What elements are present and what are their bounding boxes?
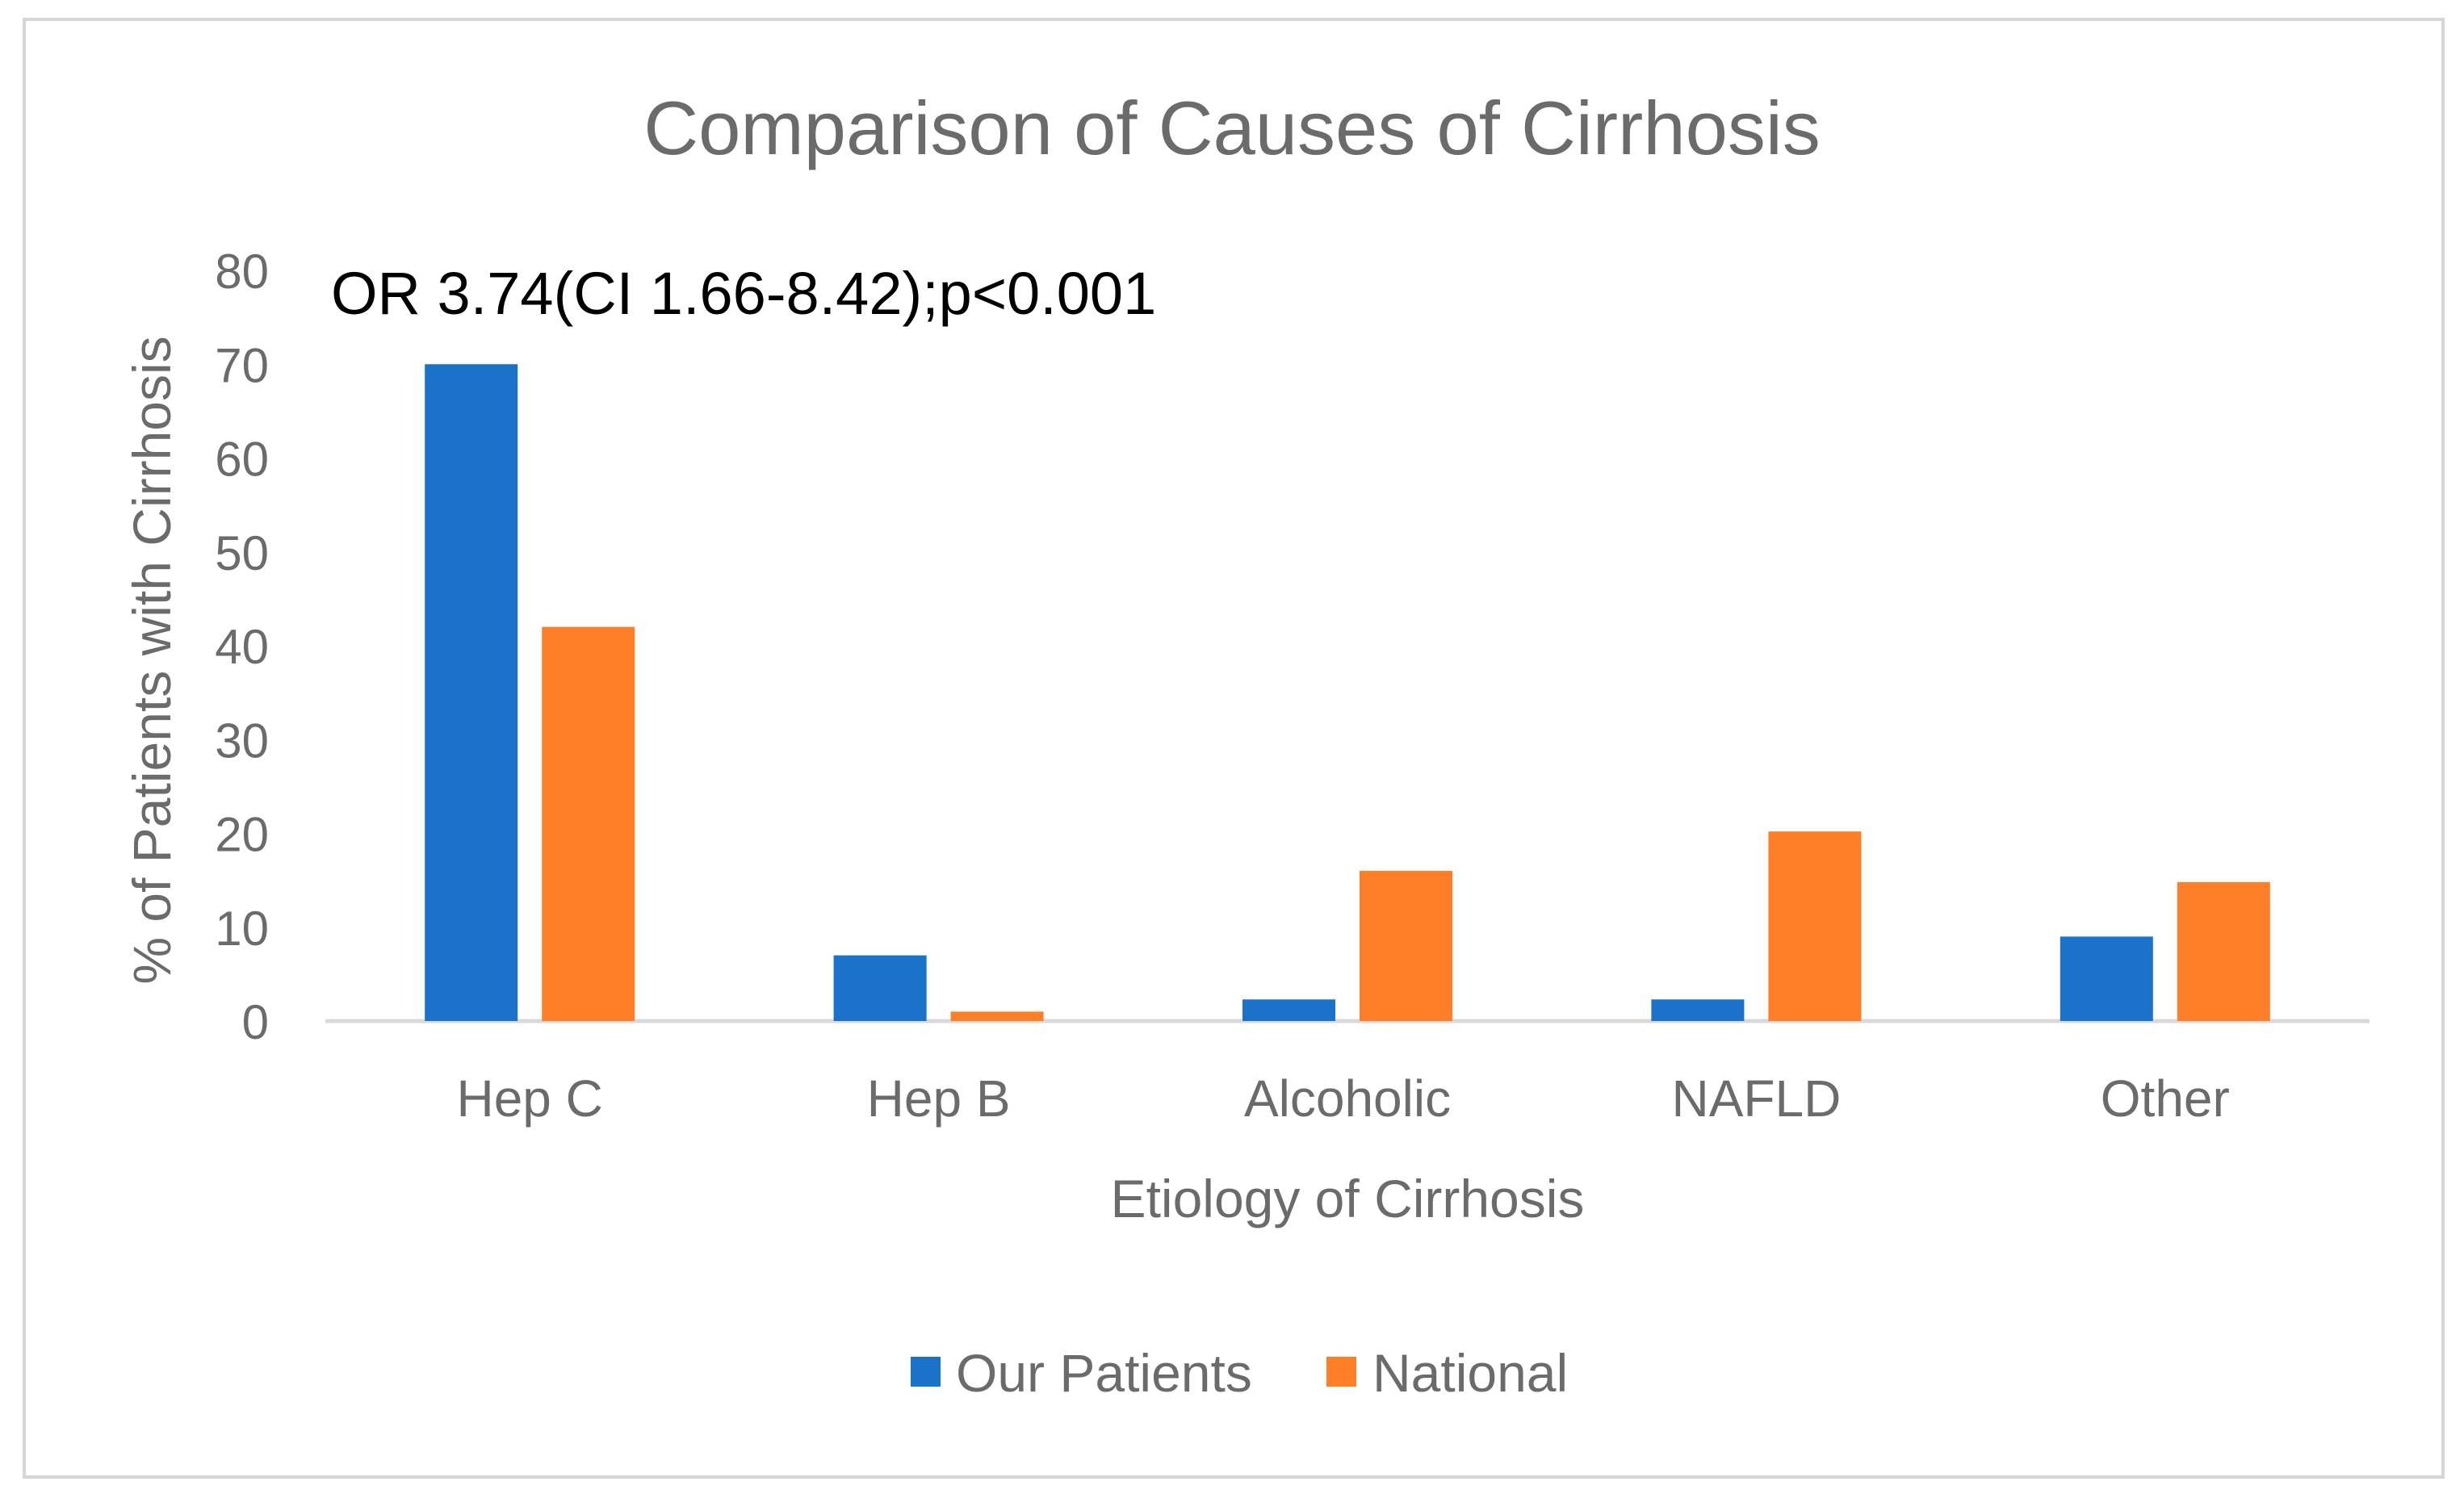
x-tick-label: Hep C xyxy=(456,1069,602,1128)
bar-our-patients-hep-c xyxy=(425,364,518,1021)
x-tick-label: Other xyxy=(2101,1069,2230,1128)
x-tick-label: NAFLD xyxy=(1671,1069,1841,1128)
bar-our-patients-other xyxy=(2060,936,2153,1021)
y-tick-label: 80 xyxy=(215,245,269,299)
bar-national-other xyxy=(2177,881,2270,1021)
bar-national-hep-c xyxy=(542,626,635,1021)
bar-national-alcoholic xyxy=(1360,871,1452,1021)
x-axis-title: Etiology of Cirrhosis xyxy=(1111,1169,1585,1228)
legend-swatch-national xyxy=(1326,1357,1356,1387)
bar-our-patients-hep-b xyxy=(833,955,927,1021)
legend-label-national: National xyxy=(1372,1343,1568,1403)
legend-swatch-our-patients xyxy=(911,1357,941,1387)
x-tick-label: Hep B xyxy=(867,1069,1011,1128)
y-tick-label: 30 xyxy=(215,714,269,768)
x-tick-label: Alcoholic xyxy=(1244,1069,1451,1128)
bar-our-patients-nafld xyxy=(1651,999,1745,1021)
bar-national-hep-b xyxy=(950,1011,1044,1021)
y-tick-label: 40 xyxy=(215,620,269,674)
legend: Our Patients National xyxy=(911,1343,1568,1403)
statistics-annotation: OR 3.74(CI 1.66-8.42);p<0.001 xyxy=(331,260,1156,327)
legend-label-our-patients: Our Patients xyxy=(956,1343,1252,1403)
bars-group xyxy=(425,364,2270,1021)
bar-national-nafld xyxy=(1768,831,1862,1021)
y-tick-label: 60 xyxy=(215,433,269,487)
y-axis-tick-labels: 0 10 20 30 40 50 60 70 80 xyxy=(215,245,269,1049)
bar-our-patients-alcoholic xyxy=(1242,999,1335,1021)
y-tick-label: 20 xyxy=(215,808,269,862)
chart-area-border xyxy=(23,18,2445,1479)
y-tick-label: 10 xyxy=(215,902,269,956)
y-tick-label: 0 xyxy=(242,995,269,1049)
y-axis-title: % of Patients with Cirrhosis xyxy=(122,336,182,984)
x-axis-tick-labels: Hep C Hep B Alcoholic NAFLD Other xyxy=(456,1069,2229,1128)
chart-title: Comparison of Causes of Cirrhosis xyxy=(643,86,1821,170)
y-tick-label: 50 xyxy=(215,526,269,580)
y-tick-label: 70 xyxy=(215,338,269,392)
